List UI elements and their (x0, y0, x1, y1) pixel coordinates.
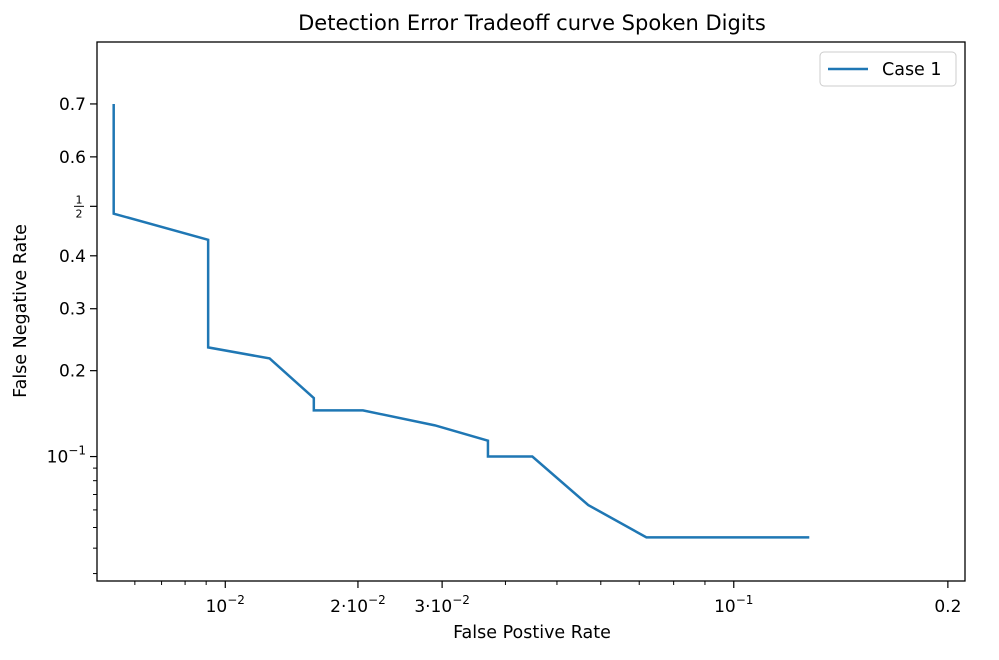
x-tick-label: 2·10−2 (330, 593, 386, 617)
y-tick-label: 0.7 (59, 95, 86, 115)
y-tick-label: 10−1 (47, 444, 86, 468)
y-tick-label: 0.3 (59, 300, 86, 320)
legend: Case 1 (819, 51, 957, 87)
x-tick-label: 0.2 (934, 597, 961, 617)
x-tick-label: 3·10−2 (414, 593, 470, 617)
y-tick-label: 2 (76, 207, 83, 220)
legend-box (819, 51, 957, 87)
y-tick-label: 1 (76, 193, 83, 206)
chart-title: Detection Error Tradeoff curve Spoken Di… (298, 11, 766, 35)
axis-ticks: 10−2 2·10−2 3·10−2 10−1 0.2 0.7 0.6 12 0.4 0.3 0.2… (47, 95, 962, 617)
plot-area (112, 103, 810, 539)
x-tick-label: 10−1 (714, 593, 753, 617)
legend-label-case-1: Case 1 (882, 60, 942, 80)
series-line-case-1 (112, 103, 810, 539)
x-tick-label: 10−2 (206, 593, 245, 617)
y-tick-label: 0.6 (59, 148, 86, 168)
y-tick-label: 0.4 (59, 247, 86, 267)
x-axis-label: False Postive Rate (453, 623, 611, 643)
y-tick-label: 0.2 (59, 362, 86, 382)
y-axis-label: False Negative Rate (11, 224, 31, 398)
plot-frame (96, 41, 966, 582)
